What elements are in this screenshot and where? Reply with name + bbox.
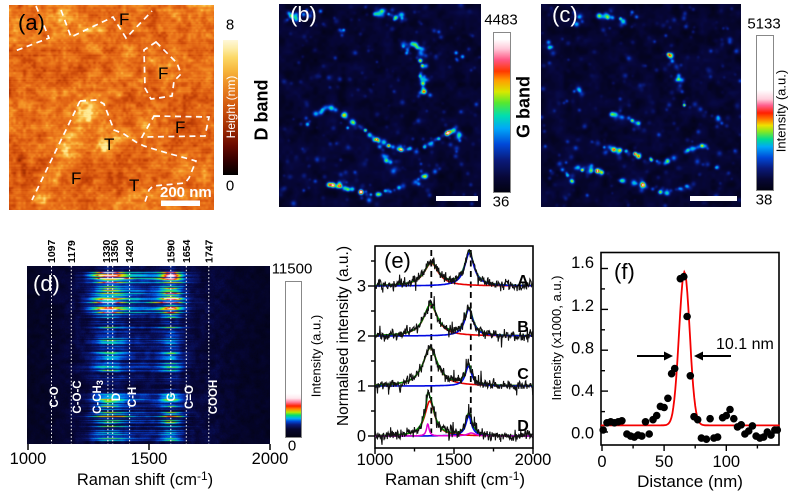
svg-text:Intensity (x1000, a.u.): Intensity (x1000, a.u.)	[549, 275, 564, 400]
svg-text:A: A	[517, 273, 529, 290]
svg-text:T: T	[129, 176, 139, 195]
svg-text:1747: 1747	[203, 239, 215, 263]
svg-text:(c): (c)	[552, 2, 578, 27]
svg-text:10.1 nm: 10.1 nm	[716, 336, 774, 353]
svg-text:0: 0	[597, 453, 606, 471]
svg-text:1.6: 1.6	[571, 254, 594, 272]
svg-text:1420: 1420	[124, 239, 136, 263]
svg-text:C-O-C: C-O-C	[72, 380, 84, 413]
svg-text:F: F	[71, 169, 81, 188]
svg-text:1500: 1500	[436, 451, 473, 469]
svg-text:1.2: 1.2	[571, 297, 594, 315]
svg-text:C=O: C=O	[184, 385, 196, 409]
svg-text:G: G	[166, 392, 178, 401]
svg-text:0: 0	[357, 428, 366, 446]
svg-text:0.8: 0.8	[571, 340, 594, 358]
svg-text:1330: 1330	[101, 239, 113, 263]
svg-text:Raman shift (cm-1): Raman shift (cm-1)	[385, 469, 525, 489]
svg-text:1590: 1590	[165, 239, 177, 263]
svg-text:(d): (d)	[33, 271, 60, 296]
svg-text:2000: 2000	[252, 450, 289, 468]
svg-text:1000: 1000	[357, 451, 394, 469]
svg-text:D: D	[111, 393, 123, 401]
svg-text:Normalised intensity (a.u.): Normalised intensity (a.u.)	[335, 246, 352, 426]
svg-text:0.0: 0.0	[571, 425, 594, 443]
svg-text:C-CH3: C-CH3	[92, 380, 105, 414]
svg-text:Distance (nm): Distance (nm)	[637, 472, 743, 491]
svg-text:1350: 1350	[109, 239, 121, 263]
svg-text:F: F	[119, 10, 129, 29]
svg-text:F: F	[158, 64, 168, 83]
svg-text:1097: 1097	[46, 239, 58, 263]
svg-text:200 nm: 200 nm	[160, 184, 212, 201]
svg-text:50: 50	[655, 453, 673, 471]
svg-text:D: D	[517, 418, 529, 435]
svg-text:1654: 1654	[181, 239, 193, 263]
svg-text:COOH: COOH	[208, 380, 220, 415]
svg-text:0.4: 0.4	[571, 382, 594, 400]
svg-text:C-O: C-O	[49, 386, 61, 407]
svg-text:Raman shift (cm-1): Raman shift (cm-1)	[77, 469, 213, 489]
svg-text:(b): (b)	[290, 2, 317, 27]
svg-text:1: 1	[357, 378, 366, 396]
svg-text:1500: 1500	[131, 450, 168, 468]
svg-text:3: 3	[357, 278, 366, 296]
svg-text:(a): (a)	[18, 10, 45, 35]
svg-text:C-H: C-H	[127, 387, 139, 407]
svg-text:(e): (e)	[384, 248, 411, 273]
svg-text:(f): (f)	[614, 259, 635, 284]
svg-text:100: 100	[713, 453, 741, 471]
svg-text:1179: 1179	[66, 240, 78, 263]
svg-text:2000: 2000	[515, 451, 552, 469]
svg-text:C: C	[517, 366, 529, 383]
svg-text:T: T	[104, 135, 114, 154]
svg-text:2: 2	[357, 328, 366, 346]
svg-text:F: F	[175, 118, 185, 137]
svg-text:1000: 1000	[10, 450, 47, 468]
svg-text:B: B	[517, 319, 529, 336]
